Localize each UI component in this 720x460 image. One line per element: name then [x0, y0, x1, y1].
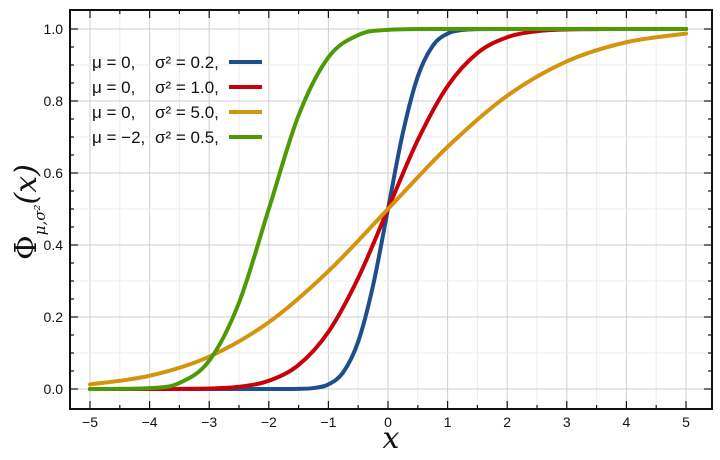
- legend-mu-label: μ = 0,: [92, 103, 135, 122]
- y-tick-label: 1.0: [44, 21, 64, 37]
- y-axis-title-subscript: μ,σ²: [31, 204, 49, 235]
- legend-mu-label: μ = 0,: [92, 78, 135, 97]
- legend-entry: μ = 0, σ² = 5.0,: [92, 103, 262, 122]
- x-axis-title: x: [383, 421, 400, 456]
- legend-mu-label: μ = −2,: [92, 128, 145, 147]
- axis-ticks: −5 −4 −3 −2 −1 0 1 2 3 4 5 0.0 0.2 0.4 0.6 0.8 1.0: [44, 10, 712, 430]
- x-tick-label: −5: [82, 414, 98, 430]
- y-tick-label: 0.0: [44, 381, 64, 397]
- legend-variance-label: σ² = 0.5,: [155, 128, 219, 147]
- x-tick-label: −4: [142, 414, 158, 430]
- y-tick-label: 0.2: [44, 309, 64, 325]
- x-tick-label: 5: [682, 414, 690, 430]
- series-lines: [88, 26, 688, 392]
- legend-variance-label: σ² = 5.0,: [155, 103, 219, 122]
- x-tick-label: −3: [201, 414, 217, 430]
- x-tick-label: −1: [320, 414, 336, 430]
- legend: μ = 0, σ² = 0.2, μ = 0, σ² = 1.0, μ = 0, σ² =…: [92, 53, 262, 147]
- y-tick-label: 0.8: [44, 93, 64, 109]
- svg-text:Φμ,σ²(x): Φμ,σ²(x): [9, 164, 49, 260]
- legend-entry: μ = −2, σ² = 0.5,: [92, 128, 262, 147]
- series-line-4: [88, 26, 688, 391]
- x-tick-label: 1: [444, 414, 452, 430]
- legend-mu-label: μ = 0,: [92, 53, 135, 72]
- x-tick-label: 3: [563, 414, 571, 430]
- y-tick-label: 0.4: [44, 237, 64, 253]
- x-tick-label: 4: [623, 414, 631, 430]
- x-tick-label: 2: [503, 414, 511, 430]
- y-axis-title-main: Φ: [9, 235, 44, 260]
- legend-entry: μ = 0, σ² = 1.0,: [92, 78, 262, 97]
- y-axis-title-argument: (x): [9, 164, 44, 204]
- legend-entry: μ = 0, σ² = 0.2,: [92, 53, 262, 72]
- x-tick-label: 0: [384, 414, 392, 430]
- y-tick-label: 0.6: [44, 165, 64, 181]
- y-axis-title: Φμ,σ²(x): [9, 164, 49, 260]
- legend-variance-label: σ² = 1.0,: [155, 78, 219, 97]
- legend-variance-label: σ² = 0.2,: [155, 53, 219, 72]
- x-tick-label: −2: [261, 414, 277, 430]
- series-line-3: [88, 31, 688, 387]
